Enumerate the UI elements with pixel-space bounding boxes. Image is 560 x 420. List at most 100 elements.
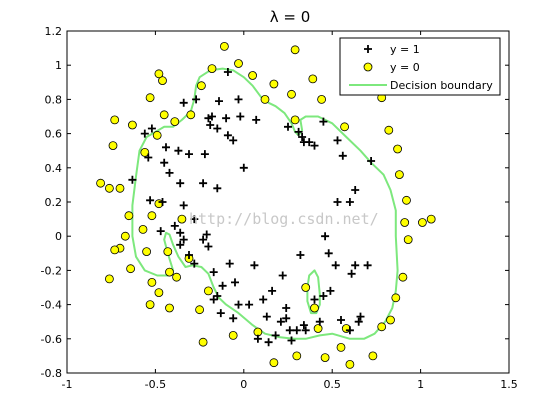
data-point-y1	[253, 334, 262, 343]
data-point-y1	[215, 97, 223, 106]
data-point-y1	[179, 98, 188, 107]
legend-item-boundary: Decision boundary	[349, 79, 493, 92]
data-point-y1	[185, 150, 193, 159]
data-point-y1	[294, 127, 303, 136]
y-tick-label: 0.4	[45, 162, 63, 175]
legend-label-boundary: Decision boundary	[390, 79, 493, 92]
data-point-y0	[269, 358, 279, 368]
data-point-y1	[204, 114, 213, 123]
data-point-y1	[176, 240, 185, 249]
data-point-y0	[384, 125, 394, 135]
data-point-y1	[264, 338, 273, 347]
data-point-y1	[179, 235, 188, 244]
x-tick-label: -1	[62, 378, 73, 391]
data-point-y1	[305, 138, 314, 147]
y-tick-label: 0.2	[45, 196, 63, 209]
data-point-y0	[110, 115, 120, 125]
data-point-y1	[252, 115, 261, 124]
data-point-y0	[105, 274, 114, 284]
data-point-y0	[186, 110, 196, 120]
data-point-y1	[315, 317, 324, 326]
data-point-y0	[345, 359, 355, 369]
data-point-y0	[391, 293, 401, 303]
data-point-y0	[377, 322, 387, 332]
data-point-y0	[228, 330, 238, 340]
x-tick-label: 1.5	[500, 378, 518, 391]
data-point-y1	[250, 261, 259, 270]
y-tick: -0.4	[41, 299, 509, 312]
chart-title: λ = 0	[270, 8, 311, 26]
data-point-y0	[110, 245, 120, 255]
data-point-y0	[170, 117, 180, 126]
data-point-y0	[147, 277, 157, 287]
data-point-y0	[336, 342, 346, 352]
data-point-y1	[324, 249, 333, 258]
data-point-y0	[96, 178, 105, 188]
data-point-y1	[345, 326, 354, 335]
data-point-y1	[292, 326, 301, 335]
data-point-y1	[363, 261, 372, 270]
data-point-y1	[213, 184, 222, 193]
y-tick-label: -0.8	[41, 367, 62, 380]
data-point-y0	[152, 130, 162, 140]
data-point-y1	[337, 316, 345, 324]
data-point-y0	[320, 353, 330, 363]
data-point-y1	[231, 278, 239, 287]
legend-circle-marker	[363, 62, 373, 72]
data-point-y1	[208, 112, 216, 121]
data-point-y1	[331, 261, 340, 270]
data-point-y1	[338, 151, 347, 160]
y-tick-label: 0.6	[45, 128, 63, 141]
data-point-y1	[216, 309, 225, 318]
y-tick: -0.6	[41, 333, 509, 346]
data-point-y1	[354, 317, 363, 326]
x-tick-label: -0.5	[145, 378, 166, 391]
data-point-y1	[319, 117, 328, 126]
data-point-y0	[393, 144, 403, 154]
data-point-y0	[145, 300, 155, 310]
data-point-y1	[298, 133, 307, 141]
y-tick-label: -0.6	[41, 333, 62, 346]
data-point-y0	[172, 272, 182, 282]
data-point-y1	[301, 326, 310, 335]
data-point-y0	[340, 122, 350, 132]
data-point-y0	[386, 315, 395, 325]
y-tick-label: -0.4	[41, 299, 62, 312]
data-point-y1	[160, 158, 169, 167]
data-point-y0	[165, 267, 174, 277]
data-point-y1	[234, 95, 243, 104]
data-point-y0	[207, 64, 217, 73]
y-tick: 0	[55, 230, 509, 243]
data-point-y0	[313, 324, 323, 333]
y-tick-label: 1.2	[45, 25, 63, 38]
data-point-y1	[128, 175, 137, 184]
data-point-y1	[156, 227, 165, 236]
data-point-y0	[154, 69, 164, 79]
data-point-y0	[426, 214, 436, 224]
data-point-y1	[199, 235, 208, 244]
data-point-y1	[190, 215, 199, 224]
y-tick: 0.6	[45, 128, 509, 141]
data-points-layer	[96, 42, 436, 369]
data-point-y1	[321, 232, 330, 241]
legend-plus-marker	[364, 45, 372, 53]
data-point-y1	[282, 304, 291, 312]
decision-boundary-outer	[131, 67, 399, 340]
x-tick: 0	[240, 31, 247, 391]
data-point-y0	[196, 81, 206, 91]
data-point-y0	[368, 351, 378, 361]
data-point-y0	[138, 224, 148, 234]
data-point-y1	[202, 230, 211, 239]
data-point-y0	[165, 303, 174, 313]
data-point-y1	[176, 179, 185, 188]
data-point-y1	[326, 286, 335, 295]
legend-item-y0: y = 0	[363, 61, 420, 74]
x-tick-label: 0	[240, 378, 247, 391]
data-point-y0	[234, 59, 243, 68]
data-point-y1	[282, 314, 291, 323]
data-point-y1	[347, 269, 356, 278]
data-point-y1	[319, 292, 328, 300]
data-point-y1	[310, 295, 319, 304]
data-point-y0	[292, 351, 302, 361]
